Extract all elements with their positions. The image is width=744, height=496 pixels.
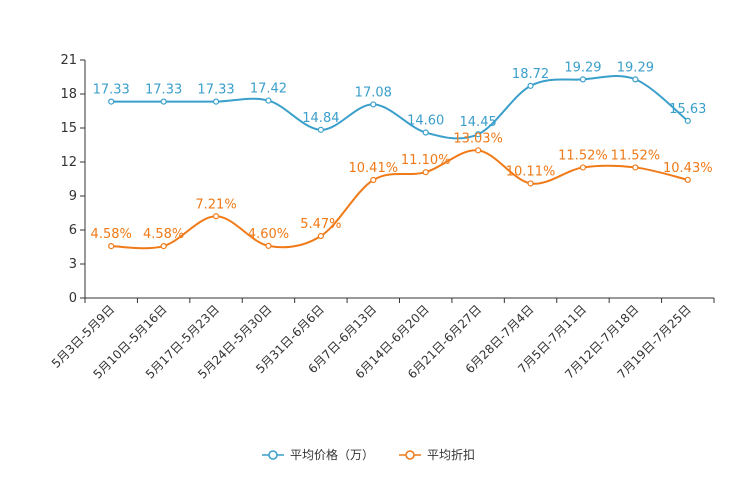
series-lines (108, 75, 691, 250)
legend-item-1[interactable]: 平均价格（万） (262, 447, 374, 462)
data-point (108, 242, 115, 250)
legend-marker (268, 450, 278, 460)
data-label: 5.47% (300, 217, 341, 232)
data-point (317, 232, 324, 240)
y-tick-label: 3 (69, 257, 77, 272)
y-tick-label: 15 (60, 121, 77, 136)
data-label: 19.29 (617, 60, 654, 75)
data-point (212, 213, 220, 220)
data-label: 15.63 (669, 102, 706, 117)
data-point (422, 169, 429, 176)
data-labels: 17.33 17.33 17.33 17.42 14.84 17.08 14.60 14.45… (91, 60, 713, 242)
chart-legend[interactable]: 平均价格（万） 平均折扣 (262, 447, 475, 462)
data-label: 19.29 (564, 60, 601, 75)
legend-label: 平均折扣 (427, 447, 475, 462)
data-label: 11.10% (401, 153, 451, 168)
data-point (160, 242, 167, 250)
data-point (632, 164, 639, 171)
legend-marker (405, 450, 415, 460)
legend-label: 平均价格（万） (290, 447, 374, 462)
data-label: 10.43% (663, 161, 713, 176)
data-label: 7.21% (195, 197, 236, 212)
data-point (527, 180, 534, 187)
data-label: 17.08 (355, 85, 392, 100)
data-label: 10.11% (506, 164, 556, 179)
data-label: 14.60 (407, 114, 444, 129)
data-label: 18.72 (512, 67, 549, 82)
data-label: 14.84 (302, 111, 339, 126)
data-label: 14.45 (460, 115, 497, 130)
data-point (370, 101, 377, 108)
data-label: 11.52% (558, 148, 608, 163)
data-label: 17.42 (250, 82, 287, 97)
data-point (579, 164, 587, 171)
y-tick-label: 18 (60, 87, 77, 102)
data-point (527, 82, 534, 89)
data-label: 13.03% (453, 131, 503, 146)
data-label: 4.60% (248, 227, 289, 242)
legend-item-2[interactable]: 平均折扣 (399, 447, 475, 462)
data-label: 17.33 (145, 83, 182, 98)
data-point (422, 129, 429, 136)
data-point (265, 242, 272, 249)
y-axis-ticks: 0 3 6 9 12 15 18 21 (60, 53, 85, 306)
data-point (684, 117, 691, 124)
data-point (475, 131, 482, 138)
y-tick-label: 0 (69, 291, 77, 306)
data-label: 11.52% (611, 148, 661, 163)
x-axis-ticks: 5月3日-5月9日5月10日-5月16日5月17日-5月23日5月24日-5月3… (49, 298, 715, 382)
data-label: 10.41% (349, 161, 399, 176)
data-point (212, 98, 220, 105)
data-label: 4.58% (143, 227, 184, 242)
data-point (684, 176, 691, 183)
data-point (160, 98, 167, 105)
data-point (370, 176, 377, 184)
y-tick-label: 12 (60, 155, 77, 170)
y-tick-label: 21 (60, 53, 77, 68)
data-point (475, 147, 482, 154)
y-tick-label: 6 (69, 223, 77, 238)
y-tick-label: 9 (69, 189, 77, 204)
data-point (108, 98, 115, 105)
data-point (632, 76, 639, 83)
data-point (265, 97, 272, 104)
data-label: 4.58% (91, 227, 132, 242)
data-point (317, 126, 324, 133)
data-label: 17.33 (93, 83, 130, 98)
data-label: 17.33 (197, 83, 234, 98)
data-point (579, 76, 587, 83)
